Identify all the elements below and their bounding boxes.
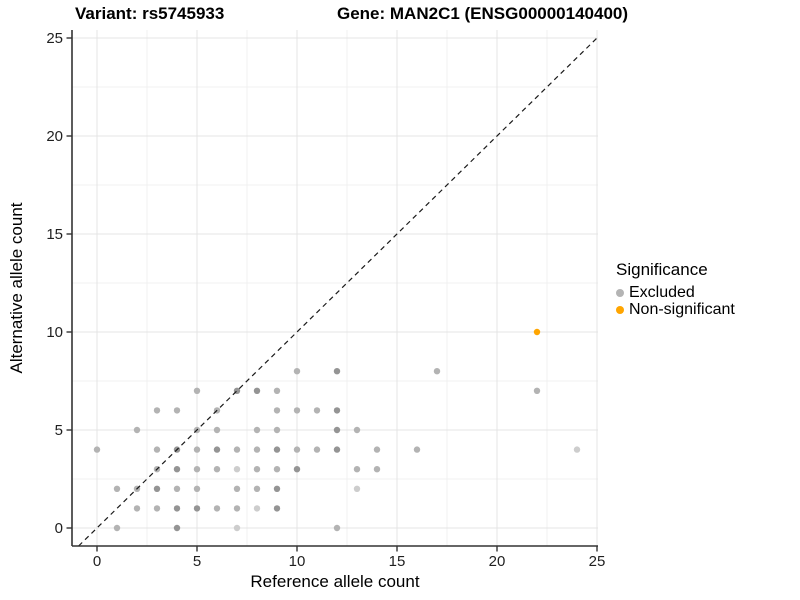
y-tick-label: 10 [46,324,63,341]
data-point-excluded [193,446,201,453]
data-point-excluded [293,466,301,473]
data-point-excluded [253,466,261,473]
y-tick-label: 5 [55,422,63,439]
grid-minor [72,30,598,546]
x-tick-labels: 0 5 10 15 20 25 [93,553,606,570]
x-tick-label: 0 [93,553,101,570]
data-point-excluded [533,387,541,394]
data-point-excluded [133,426,141,434]
data-point-excluded [333,524,341,532]
legend-swatch-icon [616,305,624,314]
data-point-excluded [253,426,261,434]
data-point-excluded [293,446,301,453]
x-tick-label: 20 [489,553,506,570]
data-point-excluded [333,368,341,375]
legend-items: Excluded Non-significant [616,284,800,318]
data-point-excluded [173,524,181,532]
data-point-excluded [153,505,161,512]
data-point-excluded [253,505,261,512]
data-point-excluded [253,387,261,394]
data-point-excluded [273,426,281,434]
data-point-excluded [153,485,161,492]
data-point-excluded [193,466,201,473]
data-point-excluded [373,446,381,453]
x-axis-title: Reference allele count [250,572,420,591]
data-point-excluded [573,446,581,453]
data-point-excluded [233,524,241,532]
data-point-excluded [273,407,281,414]
data-point-excluded [273,485,281,492]
axis-lines [71,30,598,547]
y-tick-label: 20 [46,128,63,145]
data-point-excluded [433,368,441,375]
data-point-excluded [173,466,181,473]
y-tick-label: 25 [46,30,63,47]
y-tick-label: 15 [46,226,63,243]
data-point-excluded [193,505,201,512]
data-point-excluded [233,446,241,453]
data-point-excluded [213,426,221,434]
axis-ticks [66,37,598,552]
data-point-excluded [333,426,341,434]
data-point-excluded [313,407,321,414]
data-point-excluded [273,505,281,512]
plot-title-gene: Gene: MAN2C1 (ENSG00000140400) [337,4,629,23]
legend-title: Significance [616,260,708,279]
x-tick-label: 10 [289,553,306,570]
x-tick-label: 5 [193,553,201,570]
data-point-excluded [253,446,261,453]
data-point-excluded [273,387,281,394]
data-point-non-significant [533,328,541,336]
data-point-excluded [213,446,221,453]
data-point-excluded [273,446,281,453]
data-point-excluded [353,485,361,492]
data-point-excluded [113,485,121,492]
legend-item: Non-significant [616,301,800,318]
data-point-excluded [413,446,421,453]
data-point-excluded [93,446,101,453]
legend: Significance Excluded Non-significant [616,260,800,318]
data-point-excluded [213,505,221,512]
data-point-excluded [133,505,141,512]
data-point-excluded [253,485,261,492]
data-point-excluded [333,407,341,414]
y-tick-labels: 0 5 10 15 20 25 [46,30,63,537]
data-point-excluded [213,466,221,473]
y-tick-label: 0 [55,520,63,537]
data-point-excluded [153,446,161,453]
data-point-excluded [173,505,181,512]
legend-item: Excluded [616,284,800,301]
data-point-excluded [173,407,181,414]
data-point-excluded [353,426,361,434]
data-point-excluded [233,505,241,512]
plot-title-variant: Variant: rs5745933 [75,4,225,23]
grid-major [72,30,598,546]
data-point-excluded [313,446,321,453]
data-point-excluded [153,407,161,414]
data-point-excluded [193,485,201,492]
y-axis-title: Alternative allele count [7,202,26,374]
data-point-excluded [193,387,201,394]
legend-item-label: Excluded [629,283,695,301]
data-point-excluded [233,466,241,473]
data-point-excluded [333,446,341,453]
identity-line [78,36,599,547]
data-point-excluded [173,485,181,492]
legend-item-label: Non-significant [629,300,735,318]
data-point-excluded [233,485,241,492]
data-point-excluded [273,466,281,473]
legend-swatch-icon [616,288,624,297]
data-point-excluded [353,466,361,473]
data-point-excluded [293,407,301,414]
data-point-excluded [373,466,381,473]
x-tick-label: 15 [389,553,406,570]
data-point-excluded [113,524,121,532]
x-tick-label: 25 [589,553,606,570]
data-point-excluded [293,368,301,375]
